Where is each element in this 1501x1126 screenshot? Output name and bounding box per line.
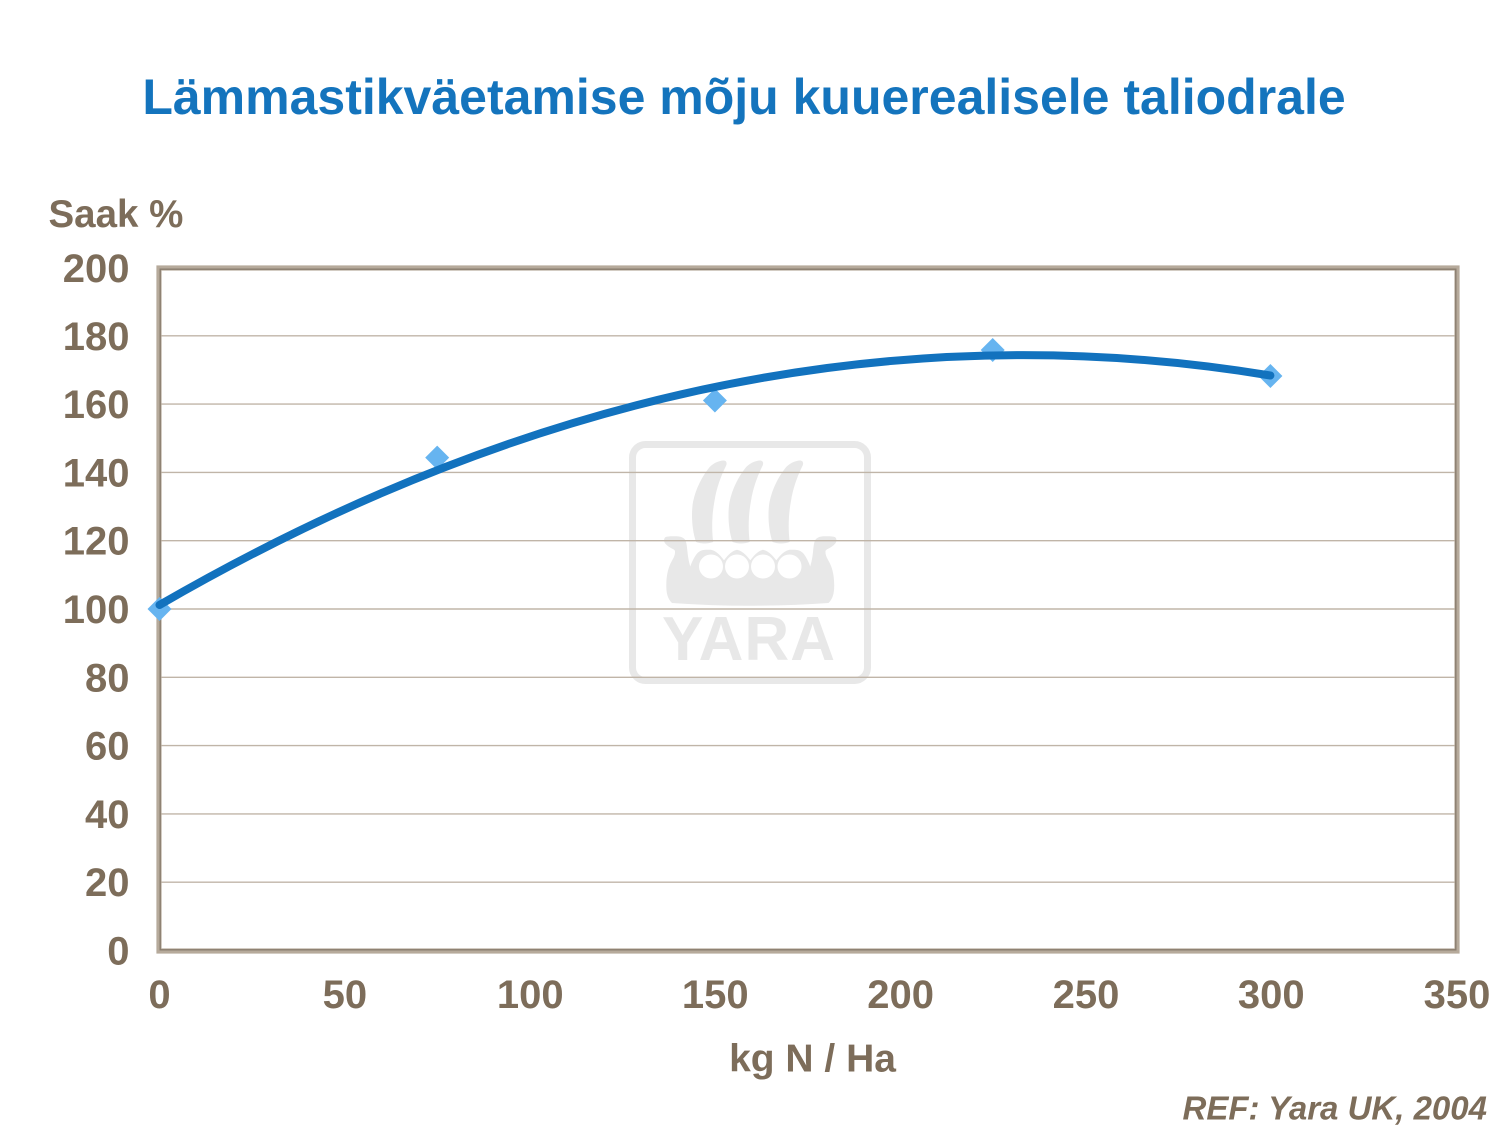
svg-text:Lämmastikväetamise mõju kuuere: Lämmastikväetamise mõju kuuerealisele ta… [142, 69, 1345, 125]
svg-text:0: 0 [107, 930, 129, 974]
svg-text:60: 60 [85, 725, 130, 769]
svg-text:100: 100 [497, 973, 564, 1017]
svg-text:350: 350 [1424, 973, 1491, 1017]
svg-text:200: 200 [867, 973, 934, 1017]
svg-text:100: 100 [63, 588, 130, 632]
svg-text:REF: Yara UK, 2004: REF: Yara UK, 2004 [1183, 1090, 1487, 1126]
svg-text:140: 140 [63, 451, 130, 495]
svg-text:0: 0 [148, 973, 170, 1017]
svg-text:200: 200 [63, 247, 130, 291]
svg-text:YARA: YARA [662, 605, 836, 674]
svg-text:80: 80 [85, 656, 130, 700]
svg-text:40: 40 [85, 793, 130, 837]
svg-text:kg N / Ha: kg N / Ha [729, 1038, 896, 1081]
svg-text:50: 50 [323, 973, 368, 1017]
svg-text:150: 150 [682, 973, 749, 1017]
svg-text:20: 20 [85, 861, 130, 905]
svg-text:180: 180 [63, 315, 130, 359]
svg-text:120: 120 [63, 520, 130, 564]
svg-text:Saak %: Saak % [49, 193, 184, 236]
svg-text:250: 250 [1053, 973, 1120, 1017]
svg-text:300: 300 [1238, 973, 1305, 1017]
svg-text:160: 160 [63, 383, 130, 427]
